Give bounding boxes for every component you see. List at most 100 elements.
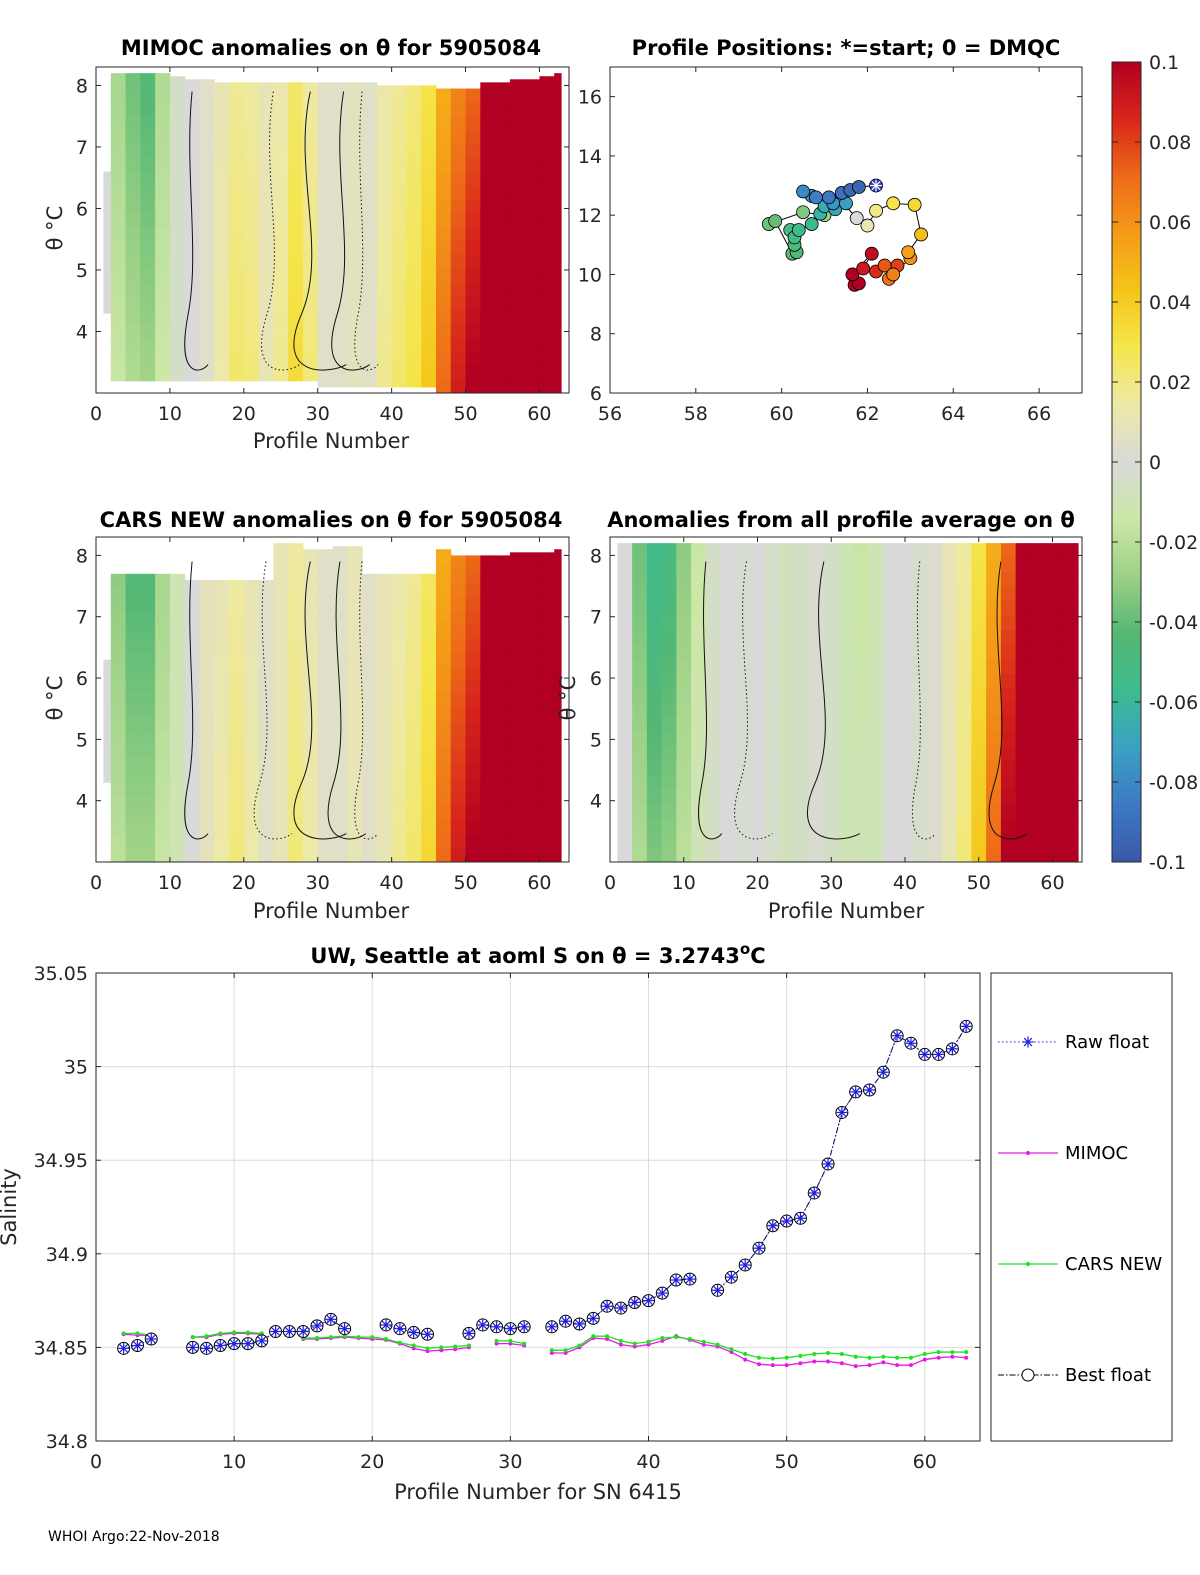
heatmap-cell bbox=[332, 248, 348, 263]
heatmap-cell bbox=[214, 656, 230, 671]
heatmap-cell bbox=[539, 749, 555, 765]
heatmap-cell bbox=[214, 605, 230, 619]
heatmap-cell bbox=[1015, 717, 1031, 733]
heatmap-cell bbox=[184, 579, 201, 594]
heatmap-cell bbox=[273, 818, 289, 834]
series-point bbox=[259, 1331, 264, 1336]
heatmap-cell bbox=[347, 373, 363, 388]
heatmap-cell bbox=[103, 171, 112, 179]
heatmap-cell bbox=[465, 116, 481, 131]
heatmap-cell bbox=[288, 82, 304, 97]
heatmap-cell bbox=[882, 601, 899, 617]
heatmap-cell bbox=[941, 673, 958, 689]
heatmap-cell bbox=[214, 245, 230, 260]
heatmap-cell bbox=[435, 677, 452, 693]
position-point bbox=[849, 211, 864, 226]
heatmap-cell bbox=[317, 634, 334, 650]
heatmap-cell bbox=[155, 704, 171, 719]
heatmap-cell bbox=[1074, 615, 1079, 631]
heatmap-cell bbox=[103, 190, 112, 198]
avg-xlabel: Profile Number bbox=[768, 899, 925, 923]
heatmap-cell bbox=[110, 338, 127, 354]
heatmap-cell bbox=[243, 312, 260, 328]
heatmap-cell bbox=[243, 272, 260, 287]
raw-float-point bbox=[587, 1312, 599, 1324]
legend-raw-label: Raw float bbox=[1065, 1032, 1149, 1053]
heatmap-cell bbox=[1059, 847, 1076, 862]
heatmap-cell bbox=[406, 809, 422, 824]
heatmap-cell bbox=[794, 702, 810, 718]
heatmap-cell bbox=[554, 819, 562, 835]
y-tick-label: 34.85 bbox=[34, 1337, 88, 1359]
heatmap-cell bbox=[243, 797, 260, 812]
heatmap-cell bbox=[838, 847, 854, 862]
heatmap-cell bbox=[288, 367, 304, 382]
heatmap-cell bbox=[391, 573, 408, 588]
heatmap-cell bbox=[868, 630, 884, 646]
heatmap-cell bbox=[125, 226, 141, 242]
heatmap-cell bbox=[853, 630, 869, 646]
raw-float-point bbox=[656, 1287, 668, 1299]
heatmap-cell bbox=[376, 757, 393, 771]
heatmap-cell bbox=[332, 675, 348, 691]
position-point bbox=[864, 246, 879, 261]
heatmap-cell bbox=[509, 847, 526, 862]
heatmap-cell bbox=[779, 673, 795, 689]
heatmap-cell bbox=[288, 804, 304, 820]
heatmap-cell bbox=[912, 586, 928, 602]
heatmap-cell bbox=[302, 353, 319, 368]
heatmap-cell bbox=[155, 665, 171, 680]
heatmap-cell bbox=[302, 705, 319, 721]
heatmap-cell bbox=[406, 835, 422, 850]
heatmap-cell bbox=[539, 721, 555, 736]
heatmap-cell bbox=[125, 691, 141, 706]
heatmap-cell bbox=[779, 789, 795, 805]
avg-title: Anomalies from all profile average on θ bbox=[607, 508, 1075, 532]
heatmap-cell bbox=[450, 764, 467, 779]
heatmap-cell bbox=[406, 599, 422, 614]
heatmap-cell bbox=[705, 789, 722, 805]
heatmap-cell bbox=[735, 543, 751, 559]
heatmap-cell bbox=[794, 543, 810, 559]
heatmap-cell bbox=[1045, 543, 1061, 559]
heatmap-cell bbox=[317, 648, 334, 664]
y-tick-label: 4 bbox=[590, 791, 602, 813]
heatmap-cell bbox=[362, 809, 378, 824]
heatmap-cell bbox=[169, 599, 186, 614]
series-point bbox=[218, 1331, 223, 1336]
heatmap-cell bbox=[794, 572, 810, 588]
heatmap-cell bbox=[539, 249, 555, 265]
heatmap-cell bbox=[169, 131, 186, 147]
heatmap-cell bbox=[617, 702, 633, 718]
heatmap-cell bbox=[302, 620, 319, 636]
heatmap-cell bbox=[258, 720, 274, 735]
heatmap-cell bbox=[882, 804, 899, 820]
heatmap-cell bbox=[1000, 804, 1017, 820]
heatmap-cell bbox=[229, 849, 245, 862]
heatmap-cell bbox=[391, 809, 408, 824]
heatmap-cell bbox=[450, 834, 467, 849]
heatmap-cell bbox=[823, 847, 840, 862]
heatmap-cell bbox=[199, 339, 215, 354]
raw-float-point bbox=[560, 1315, 572, 1327]
heatmap-cell bbox=[184, 175, 201, 190]
heatmap-cell bbox=[229, 340, 245, 355]
heatmap-cell bbox=[243, 353, 260, 368]
heatmap-cell bbox=[971, 702, 987, 718]
heatmap-cell bbox=[868, 702, 884, 718]
x-tick-label: 40 bbox=[380, 403, 404, 425]
heatmap-cell bbox=[362, 110, 378, 125]
heatmap-cell bbox=[288, 217, 304, 233]
series-point bbox=[411, 1346, 416, 1351]
heatmap-cell bbox=[110, 613, 127, 627]
series-point bbox=[701, 1342, 706, 1347]
heatmap-cell bbox=[243, 258, 260, 273]
heatmap-cell bbox=[376, 599, 393, 614]
heatmap-cell bbox=[868, 557, 884, 573]
heatmap-cell bbox=[524, 664, 541, 680]
heatmap-cell bbox=[110, 129, 127, 144]
heatmap-cell bbox=[632, 586, 648, 602]
heatmap-cell bbox=[317, 303, 334, 319]
